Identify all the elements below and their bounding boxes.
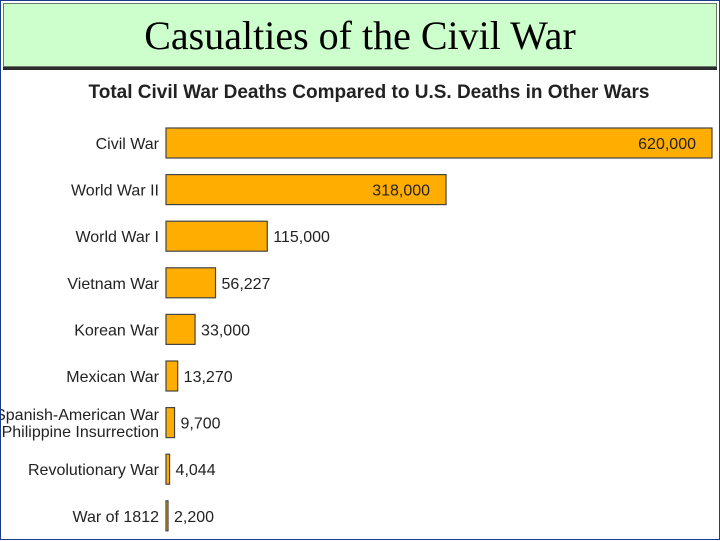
- chart-title: Total Civil War Deaths Compared to U.S. …: [89, 82, 650, 103]
- category-label: Civil War: [96, 136, 160, 153]
- value-label: 13,270: [184, 369, 233, 386]
- bar: [165, 267, 217, 299]
- bar: [165, 453, 171, 485]
- category-label: Mexican War: [66, 369, 159, 386]
- title-divider: [3, 67, 717, 70]
- bar: [165, 313, 196, 345]
- bar: [165, 127, 713, 159]
- value-label: 620,000: [638, 136, 696, 153]
- value-label: 2,200: [174, 509, 214, 526]
- value-label: 115,000: [273, 229, 330, 246]
- slide-title: Casualties of the Civil War: [3, 3, 717, 67]
- category-label: War of 1812: [72, 509, 159, 526]
- bar: [165, 407, 176, 439]
- bar: [165, 500, 169, 532]
- value-label: 56,227: [222, 276, 271, 293]
- category-label: Korean War: [74, 322, 159, 339]
- bars-layer: Civil War 620,000 World War II 318,000 World…: [1, 127, 713, 532]
- value-label: 33,000: [201, 322, 250, 339]
- category-label: Spanish-American Warand Philippine Insur…: [1, 407, 160, 441]
- bar: [165, 220, 268, 252]
- category-label: World War II: [71, 183, 159, 200]
- value-label: 4,044: [176, 462, 216, 479]
- category-label: Vietnam War: [67, 276, 159, 293]
- bar: [165, 174, 447, 206]
- value-label: 318,000: [372, 183, 430, 200]
- value-label: 9,700: [181, 416, 221, 433]
- category-label: World War I: [75, 229, 159, 246]
- bar: [165, 360, 179, 392]
- category-label: Revolutionary War: [28, 462, 160, 479]
